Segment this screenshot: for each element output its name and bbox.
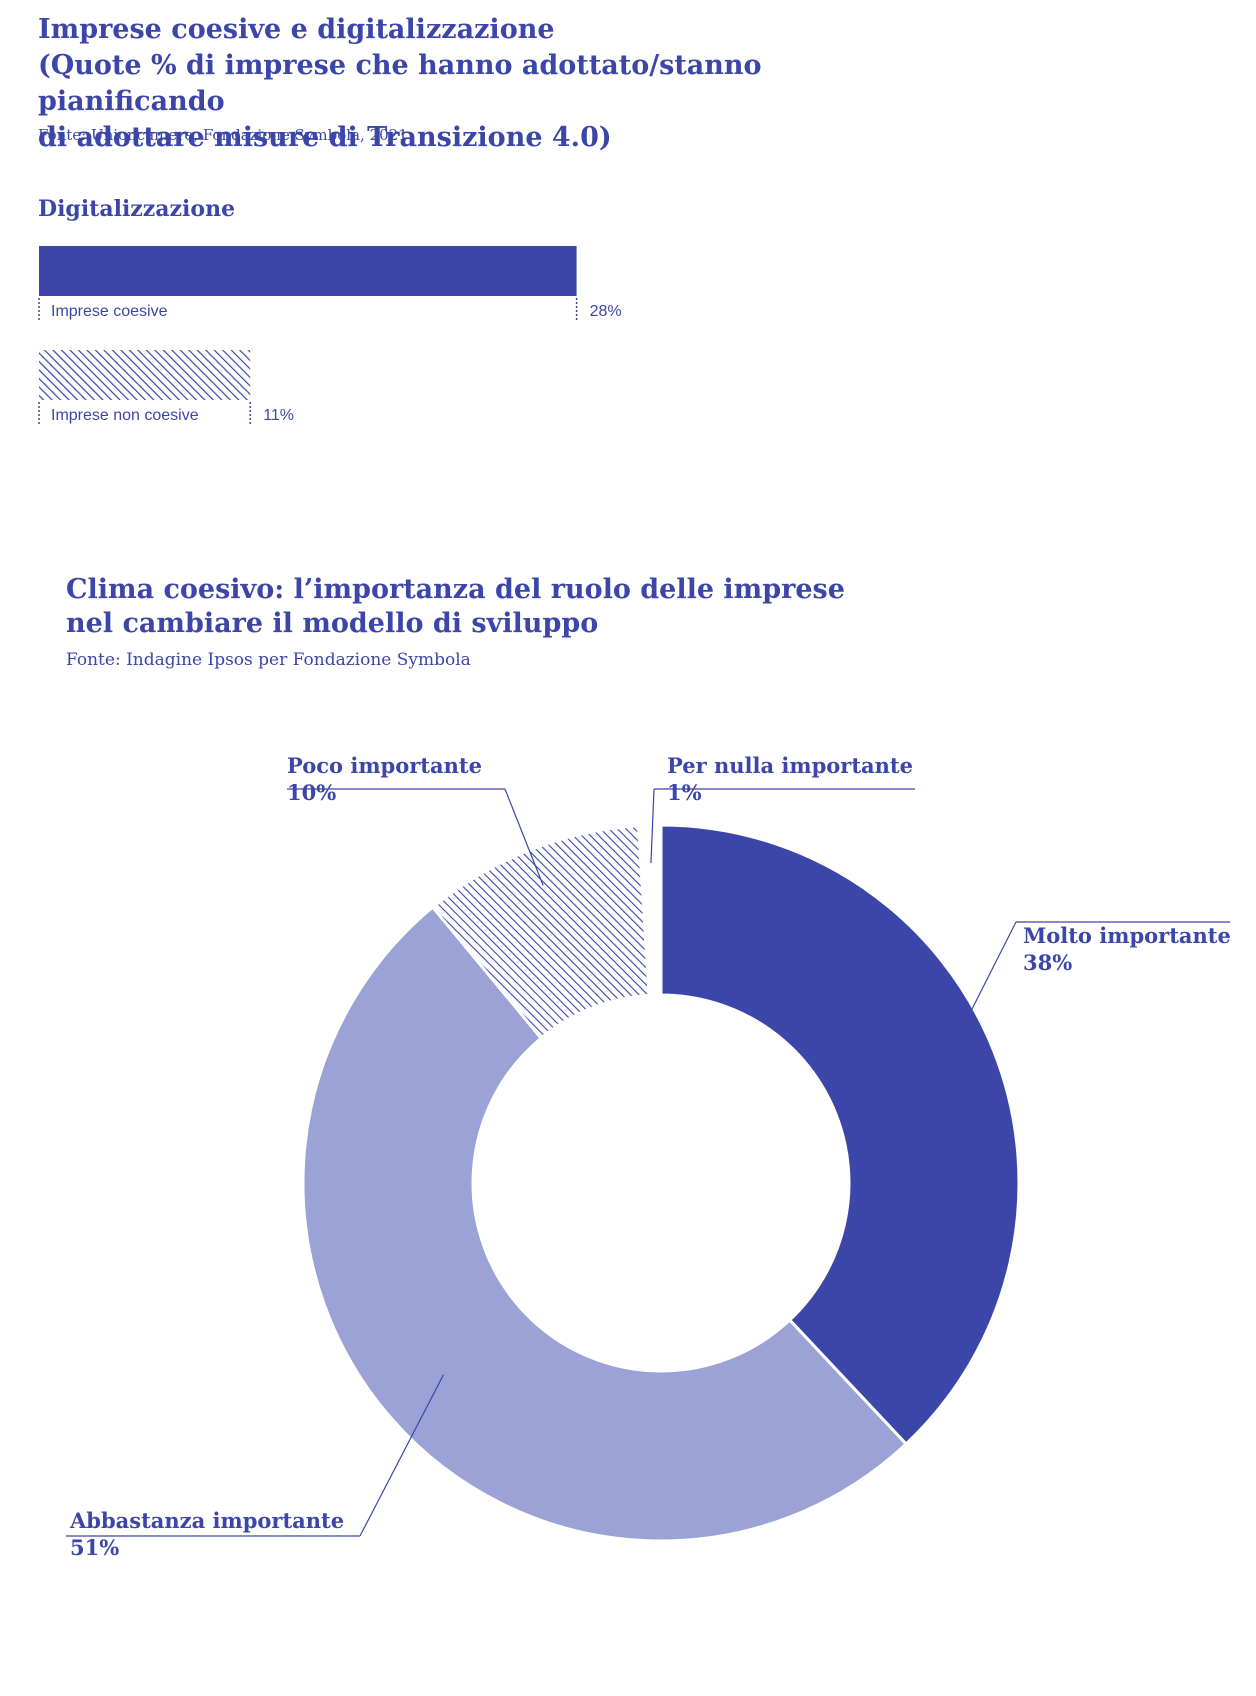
- chart2-title: Clima coesivo: l’importanza del ruolo de…: [66, 573, 966, 641]
- donut-slice-molto-importante: [659, 823, 1021, 1447]
- donut-label-name: Abbastanza importante: [70, 1508, 345, 1533]
- bar-value-label: 11%: [263, 407, 294, 424]
- bar-chart: Imprese coesive 28% Imprese non coesive 11%: [38, 246, 622, 424]
- chart2-source: Fonte: Indagine Ipsos per Fondazione Sym…: [66, 650, 471, 670]
- bar-imprese-coesive: [39, 246, 577, 296]
- donut-label-value: 51%: [70, 1535, 120, 1560]
- donut-label-molto-importante: Molto importante 38%: [1023, 922, 1231, 976]
- donut-leader-line: [939, 921, 1017, 1073]
- donut-leader-line: [359, 1374, 445, 1537]
- donut-label-name: Per nulla importante: [667, 753, 913, 778]
- donut-label-name: Poco importante: [287, 753, 482, 778]
- donut-label-value: 1%: [667, 780, 702, 805]
- donut-leader-line: [504, 788, 544, 886]
- bar-value-label: 28%: [590, 303, 622, 320]
- chart1-title-line-2: (Quote % di imprese che hanno adottato/s…: [38, 50, 762, 117]
- bar-category-label: Imprese coesive: [51, 303, 168, 320]
- chart2-title-line-2: nel cambiare il modello di sviluppo: [66, 608, 599, 639]
- donut-label-abbastanza-importante: Abbastanza importante 51%: [70, 1507, 344, 1561]
- donut-slice-per-nulla-importante: [636, 823, 663, 997]
- chart1-source: Fonte: Unioncamere, Fondazione Symbola, …: [38, 126, 408, 144]
- donut-leader-line: [650, 788, 655, 864]
- donut-label-poco-importante: Poco importante 10%: [287, 752, 482, 806]
- chart2-title-line-1: Clima coesivo: l’importanza del ruolo de…: [66, 574, 845, 605]
- chart1-title: Imprese coesive e digitalizzazione (Quot…: [38, 12, 938, 156]
- bar-imprese-non-coesive: [39, 350, 251, 400]
- donut-label-value: 10%: [287, 780, 337, 805]
- chart1-title-line-3: di adottare misure di Transizione 4.0): [38, 122, 612, 153]
- donut-slice-abbastanza-importante: [301, 905, 909, 1543]
- chart1-subtitle: Digitalizzazione: [38, 196, 236, 222]
- chart1-title-line-1: Imprese coesive e digitalizzazione: [38, 14, 555, 45]
- donut-label-per-nulla-importante: Per nulla importante 1%: [667, 752, 913, 806]
- donut-label-value: 38%: [1023, 950, 1073, 975]
- donut-label-name: Molto importante: [1023, 923, 1231, 948]
- bar-category-label: Imprese non coesive: [51, 407, 199, 424]
